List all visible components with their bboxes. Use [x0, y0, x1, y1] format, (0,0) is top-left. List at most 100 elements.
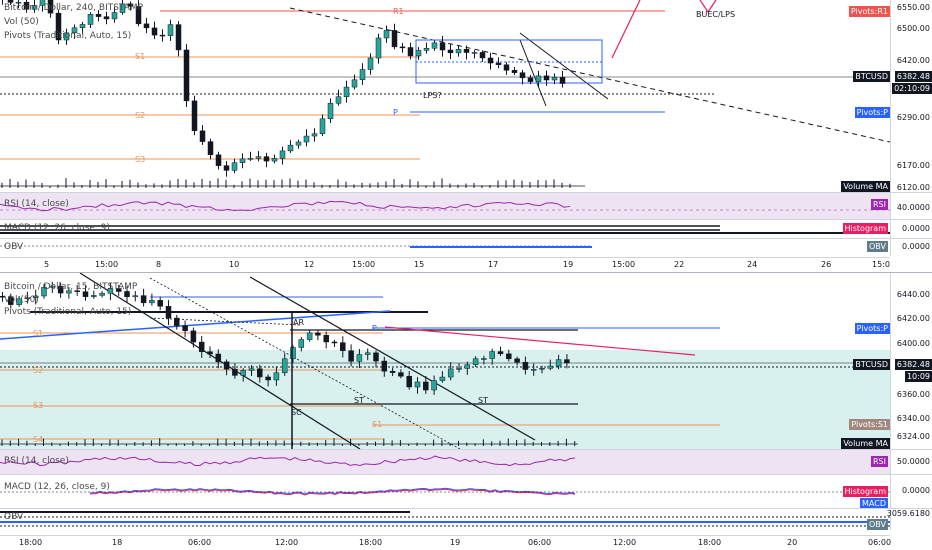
- top-pane-divider[interactable]: [0, 192, 932, 193]
- bottom-rsi-pane[interactable]: RSI (14, close) 50.0000 RSI: [0, 450, 932, 474]
- top-chart-pane[interactable]: Bitcoin / Dollar, 240, BITSTAMP Vol (50)…: [0, 0, 932, 192]
- bottom-candle: [174, 317, 180, 326]
- top-vol-legend[interactable]: Vol (50): [4, 17, 39, 27]
- top-time-label: 15: [414, 260, 425, 269]
- bottom-s2-label: S2: [33, 366, 44, 375]
- bottom-candle: [555, 359, 562, 367]
- top-p-label: P: [393, 108, 398, 117]
- top-candle: [119, 3, 126, 13]
- top-macd-divider[interactable]: [0, 238, 932, 239]
- top-candle: [111, 12, 118, 20]
- bottom-candle: [472, 358, 479, 365]
- bottom-macd-divider[interactable]: [0, 508, 932, 509]
- top-price-svg[interactable]: [0, 0, 890, 192]
- bottom-macd-value: 0.0000: [902, 486, 930, 495]
- top-symbol-legend[interactable]: Bitcoin / Dollar, 240, BITSTAMP: [4, 3, 144, 13]
- bottom-candle: [530, 369, 537, 371]
- bottom-candle: [331, 341, 338, 344]
- top-time-label: 10: [229, 260, 240, 269]
- top-candle: [79, 24, 86, 29]
- top-obv-pane[interactable]: OBV 0.0000 OBV: [0, 239, 932, 256]
- bottom-axis-label: 6420.00: [896, 314, 930, 323]
- bottom-candle: [157, 300, 163, 307]
- top-pivots-legend[interactable]: Pivots (Traditional, Auto, 15): [4, 31, 132, 41]
- bottom-candle: [190, 330, 197, 343]
- top-price-plot[interactable]: Bitcoin / Dollar, 240, BITSTAMP Vol (50)…: [0, 0, 890, 192]
- bottom-candle: [24, 297, 31, 300]
- top-candle: [55, 12, 62, 41]
- bottom-candle: [232, 368, 238, 376]
- st-annotation-1[interactable]: ST: [354, 396, 364, 405]
- sc-annotation[interactable]: SC: [291, 408, 302, 417]
- bottom-s4-label: S4: [33, 435, 44, 444]
- bottom-pivots-legend[interactable]: Pivots (Traditional, Auto, 15): [4, 307, 132, 317]
- bottom-candle: [439, 376, 446, 381]
- top-axis-label: 6550.00: [896, 3, 930, 12]
- bottom-rsi-divider[interactable]: [0, 474, 932, 475]
- bottom-macd-pane[interactable]: MACD (12, 26, close, 9) 0.0000 Histogram…: [0, 475, 932, 508]
- top-time-label: 24: [747, 260, 758, 269]
- channel-line-2: [249, 276, 536, 441]
- bottom-candle: [489, 351, 495, 359]
- top-candle: [271, 158, 278, 162]
- bottom-vol-legend[interactable]: Vol (50): [4, 295, 39, 305]
- st-annotation-2[interactable]: ST: [478, 396, 488, 405]
- bottom-macd-axis: 0.0000: [890, 475, 932, 508]
- bottom-candle: [182, 325, 188, 332]
- bottom-candle: [41, 287, 47, 297]
- top-pivots-r1-tag[interactable]: Pivots:R1: [848, 6, 890, 17]
- ar-annotation[interactable]: AR: [293, 318, 305, 327]
- bottom-candle: [240, 370, 246, 376]
- top-rsi-legend[interactable]: RSI (14, close): [4, 199, 69, 209]
- bottom-symbol-legend[interactable]: Bitcoin / Dollar, 15, BITSTAMP: [4, 282, 138, 292]
- chart-layout-divider[interactable]: [0, 272, 932, 273]
- top-candle: [287, 144, 294, 152]
- bottom-macd-legend[interactable]: MACD (12, 26, close, 9): [4, 482, 110, 492]
- bottom-pane-divider[interactable]: [0, 449, 932, 450]
- top-candle: [423, 48, 430, 51]
- bottom-chart-pane[interactable]: Bitcoin / Dollar, 15, BITSTAMP Vol (50) …: [0, 273, 932, 449]
- bottom-candle: [32, 295, 39, 298]
- bottom-price-svg[interactable]: [0, 273, 890, 449]
- bottom-s3-label: S3: [33, 401, 44, 410]
- top-macd-pane[interactable]: MACD (12, 26, close, 9) 0.0000 Histogram: [0, 220, 932, 238]
- top-rsi-divider[interactable]: [0, 219, 932, 220]
- top-time-axis[interactable]: 5 15:00 8 10 12 15:00 15 17 19 15:00 22 …: [0, 257, 890, 272]
- top-time-label: 15:0: [872, 260, 890, 269]
- buec-lps-annotation[interactable]: BUEC/LPS: [696, 10, 736, 19]
- top-axis-label: 6290.00: [896, 113, 930, 122]
- bottom-obv-pane[interactable]: OBV 3059.6180 OBV: [0, 509, 932, 530]
- top-obv-svg: [0, 245, 592, 248]
- bottom-time-label: 12:00: [275, 538, 299, 547]
- top-candle: [455, 48, 462, 54]
- top-candle: [71, 27, 78, 34]
- bottom-pivots-s1-tag[interactable]: Pivots:S1: [849, 419, 890, 430]
- bottom-time-label: 18:00: [359, 538, 383, 547]
- top-time-label: 15:00: [352, 260, 376, 269]
- top-rsi-pane[interactable]: RSI (14, close) 40.0000 RSI: [0, 193, 932, 219]
- top-time-label: 8: [156, 260, 162, 269]
- top-macd-legend[interactable]: MACD (12, 26, close, 9): [4, 223, 110, 233]
- bottom-candle: [398, 372, 404, 377]
- top-candle: [439, 42, 446, 51]
- top-obv-legend[interactable]: OBV: [4, 242, 24, 252]
- bottom-obv-legend[interactable]: OBV: [4, 512, 24, 522]
- top-pivots-p-tag[interactable]: Pivots:P: [854, 107, 890, 118]
- signal-line: [89, 488, 576, 496]
- bottom-pivots-p-tag[interactable]: Pivots:P: [854, 323, 890, 334]
- bottom-rsi-legend[interactable]: RSI (14, close): [4, 456, 69, 466]
- bottom-candle: [149, 300, 155, 304]
- top-candle: [407, 47, 414, 57]
- top-price-axis[interactable]: 6550.00 6500.00 6420.00 6290.00 6170.00 …: [890, 0, 932, 192]
- top-candle: [263, 156, 270, 162]
- bottom-candle: [290, 347, 296, 360]
- top-candle: [487, 57, 494, 64]
- bottom-candle: [82, 291, 89, 297]
- bottom-time-axis[interactable]: 18:00 18 06:00 12:00 18:00 19 06:00 12:0…: [0, 535, 891, 550]
- top-obv-value: 0.0000: [902, 242, 930, 251]
- lps-annotation[interactable]: LPS?: [423, 91, 442, 100]
- bottom-price-plot[interactable]: Bitcoin / Dollar, 15, BITSTAMP Vol (50) …: [0, 273, 890, 449]
- bottom-axis-label: 6440.00: [896, 290, 930, 299]
- top-axis-label: 6120.00: [896, 183, 930, 192]
- bottom-candle: [132, 295, 139, 298]
